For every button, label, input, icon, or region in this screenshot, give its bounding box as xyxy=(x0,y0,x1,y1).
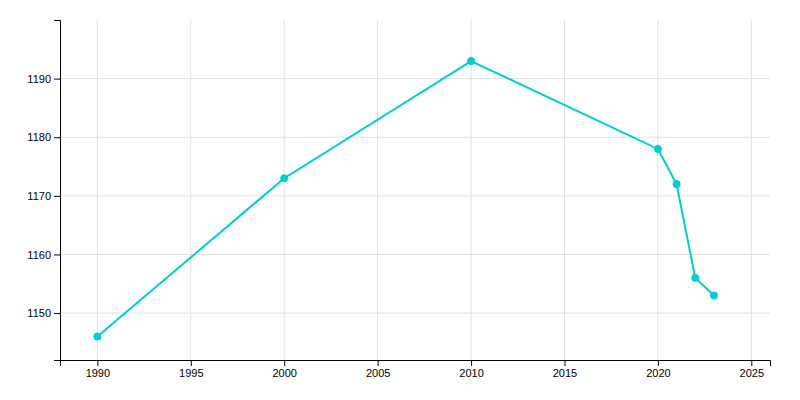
grid-line xyxy=(284,20,285,360)
tick: 1180 xyxy=(27,131,60,143)
grid-line xyxy=(377,20,378,360)
tick-label: 2000 xyxy=(272,367,296,379)
tick: 1150 xyxy=(27,307,60,319)
axis-line xyxy=(54,21,61,361)
tick-label: 2015 xyxy=(553,367,577,379)
tick-label: 2020 xyxy=(646,367,670,379)
tick-mark xyxy=(54,79,60,80)
grid-line xyxy=(471,20,472,360)
tick-label: 1190 xyxy=(27,73,51,85)
marker xyxy=(692,274,699,281)
marker xyxy=(710,292,717,299)
tick-mark xyxy=(658,360,659,366)
tick-mark xyxy=(378,360,379,366)
marks xyxy=(94,57,718,340)
tick-label: 1160 xyxy=(27,249,51,261)
grid-line xyxy=(60,137,770,138)
marker xyxy=(467,57,474,64)
grid-line xyxy=(751,20,752,360)
tick-label: 2025 xyxy=(740,367,764,379)
tick-mark xyxy=(54,196,60,197)
tick: 1170 xyxy=(27,190,60,202)
tick-mark xyxy=(284,360,285,366)
grid-line xyxy=(657,20,658,360)
tick-label: 1990 xyxy=(86,367,110,379)
tick-mark xyxy=(54,254,60,255)
tick-mark xyxy=(191,360,192,366)
tick-label: 1180 xyxy=(27,131,51,143)
grid-line xyxy=(564,20,565,360)
tick: 1995 xyxy=(179,360,203,379)
tick-label: 2010 xyxy=(459,367,483,379)
x-axis: 1990 1995 2000 2005 2010 2015 2020 2025 xyxy=(61,360,771,379)
tick: 2015 xyxy=(553,360,577,379)
marker xyxy=(94,333,101,340)
marker xyxy=(654,145,661,152)
tick-mark xyxy=(471,360,472,366)
grid-line xyxy=(60,313,770,314)
tick: 1160 xyxy=(27,249,60,261)
tick-mark xyxy=(751,360,752,366)
y-axis: 1150 1160 1170 1180 1190 xyxy=(27,21,60,361)
tick-mark xyxy=(564,360,565,366)
marker xyxy=(673,181,680,188)
chart: 1990 1995 2000 2005 2010 2015 2020 2025 1150 1160… xyxy=(0,0,800,400)
grid-line xyxy=(60,254,770,255)
tick-mark xyxy=(97,360,98,366)
marker xyxy=(281,175,288,182)
tick: 2000 xyxy=(272,360,296,379)
tick-label: 1170 xyxy=(27,190,51,202)
tick-label: 2005 xyxy=(366,367,390,379)
tick: 2010 xyxy=(459,360,483,379)
tick-label: 1995 xyxy=(179,367,203,379)
grid-line xyxy=(60,78,770,79)
tick: 2020 xyxy=(646,360,670,379)
line xyxy=(97,61,714,337)
tick: 2005 xyxy=(366,360,390,379)
grid-line xyxy=(97,20,98,360)
grid xyxy=(60,20,770,360)
tick: 1190 xyxy=(27,73,60,85)
grid-line xyxy=(190,20,191,360)
grid-line xyxy=(60,195,770,196)
tick-mark xyxy=(54,313,60,314)
plot-area: 1990 1995 2000 2005 2010 2015 2020 2025 1150 1160… xyxy=(27,20,770,379)
tick: 2025 xyxy=(740,360,764,379)
axis-line xyxy=(61,361,771,367)
tick-label: 1150 xyxy=(27,307,51,319)
tick: 1990 xyxy=(86,360,110,379)
tick-mark xyxy=(54,137,60,138)
